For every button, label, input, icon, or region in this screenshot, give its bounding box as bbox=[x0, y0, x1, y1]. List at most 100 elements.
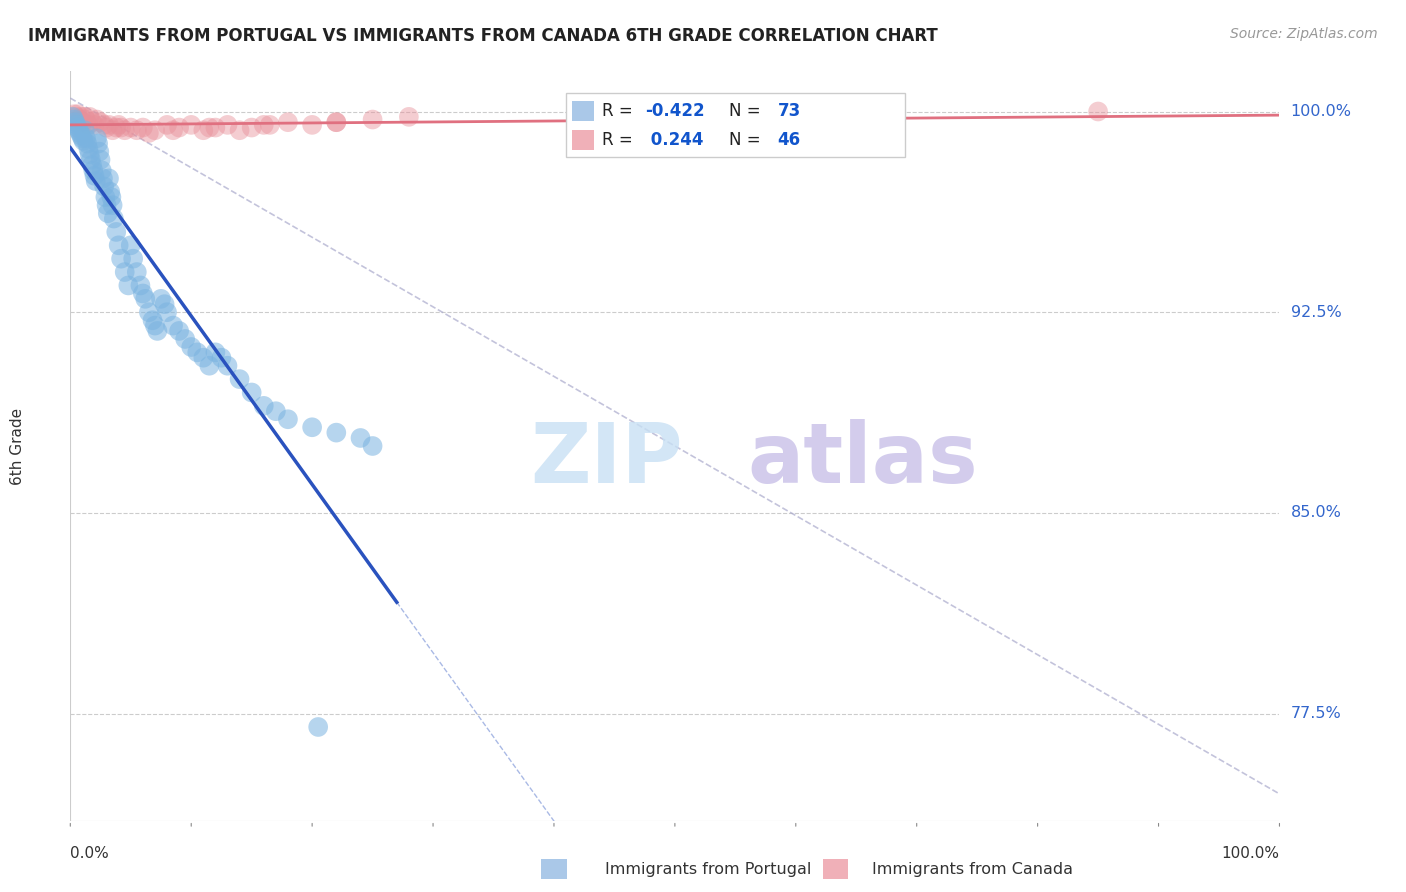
Point bbox=[156, 118, 179, 132]
Text: -0.422: -0.422 bbox=[645, 102, 704, 120]
Point bbox=[120, 238, 142, 252]
Point bbox=[93, 179, 115, 194]
Point bbox=[98, 171, 121, 186]
Point bbox=[65, 118, 87, 132]
Point bbox=[114, 265, 136, 279]
Point bbox=[72, 131, 94, 145]
Point bbox=[82, 163, 104, 178]
Point bbox=[83, 118, 105, 132]
Point bbox=[307, 720, 329, 734]
Point bbox=[90, 163, 112, 178]
Point bbox=[105, 120, 128, 135]
Text: Source: ZipAtlas.com: Source: ZipAtlas.com bbox=[1230, 27, 1378, 41]
Point bbox=[114, 123, 136, 137]
Point bbox=[70, 128, 93, 143]
Point bbox=[193, 351, 215, 365]
Point bbox=[63, 115, 86, 129]
Text: N =: N = bbox=[730, 131, 766, 149]
Point bbox=[107, 118, 129, 132]
Point bbox=[198, 120, 221, 135]
Point bbox=[253, 118, 276, 132]
Text: atlas: atlas bbox=[748, 419, 979, 500]
Point bbox=[138, 305, 160, 319]
Point bbox=[110, 252, 132, 266]
Point bbox=[129, 278, 152, 293]
Point bbox=[138, 126, 160, 140]
Point bbox=[100, 190, 122, 204]
Point bbox=[361, 112, 384, 127]
Point bbox=[259, 118, 281, 132]
Point bbox=[180, 118, 202, 132]
Point bbox=[217, 118, 239, 132]
Point bbox=[174, 332, 197, 346]
Point bbox=[93, 118, 115, 132]
Point bbox=[143, 318, 166, 333]
Point bbox=[204, 345, 226, 359]
Point bbox=[217, 359, 239, 373]
Point bbox=[167, 324, 190, 338]
Point bbox=[75, 112, 97, 127]
Point bbox=[80, 115, 103, 129]
Point bbox=[62, 110, 84, 124]
Point bbox=[76, 136, 98, 151]
Point bbox=[80, 158, 103, 172]
Point bbox=[186, 345, 208, 359]
Point bbox=[398, 110, 420, 124]
Point bbox=[141, 313, 163, 327]
Point bbox=[264, 404, 287, 418]
Text: 0.0%: 0.0% bbox=[70, 846, 110, 861]
Point bbox=[301, 118, 323, 132]
Point bbox=[240, 120, 263, 135]
Point bbox=[80, 153, 103, 167]
Point bbox=[277, 412, 299, 426]
Text: 73: 73 bbox=[778, 102, 801, 120]
Point bbox=[125, 265, 148, 279]
Point bbox=[63, 112, 86, 127]
Point bbox=[228, 372, 250, 386]
Text: 85.0%: 85.0% bbox=[1291, 506, 1341, 520]
Point bbox=[90, 115, 111, 129]
Point bbox=[204, 120, 226, 135]
Point bbox=[193, 123, 215, 137]
Text: 92.5%: 92.5% bbox=[1291, 305, 1341, 319]
Point bbox=[325, 425, 347, 440]
FancyBboxPatch shape bbox=[567, 93, 904, 157]
Point bbox=[180, 340, 202, 354]
Point bbox=[73, 123, 96, 137]
Point bbox=[120, 120, 142, 135]
Point bbox=[79, 147, 101, 161]
Point bbox=[153, 297, 176, 311]
Point bbox=[156, 305, 179, 319]
Point bbox=[97, 206, 120, 220]
Text: 77.5%: 77.5% bbox=[1291, 706, 1341, 721]
Point bbox=[77, 118, 100, 132]
Point bbox=[79, 110, 101, 124]
Point bbox=[77, 142, 100, 156]
Point bbox=[253, 399, 276, 413]
FancyBboxPatch shape bbox=[572, 130, 593, 151]
Point bbox=[277, 115, 299, 129]
Point bbox=[134, 292, 156, 306]
Point bbox=[1087, 104, 1109, 119]
Point bbox=[325, 115, 347, 129]
Point bbox=[162, 318, 184, 333]
Point bbox=[98, 185, 121, 199]
Point bbox=[211, 351, 233, 365]
Point bbox=[89, 145, 111, 159]
Point bbox=[240, 385, 263, 400]
Text: R =: R = bbox=[602, 131, 638, 149]
Point bbox=[66, 120, 89, 135]
Point bbox=[107, 238, 129, 252]
Point bbox=[146, 324, 169, 338]
Text: 6th Grade: 6th Grade bbox=[10, 408, 25, 484]
Text: 100.0%: 100.0% bbox=[1291, 104, 1351, 119]
Point bbox=[105, 225, 128, 239]
Point bbox=[150, 292, 173, 306]
Point bbox=[83, 169, 105, 183]
Point bbox=[301, 420, 323, 434]
Text: ZIP: ZIP bbox=[530, 419, 682, 500]
Point bbox=[96, 198, 118, 212]
FancyBboxPatch shape bbox=[572, 101, 593, 121]
Point bbox=[98, 118, 121, 132]
Text: N =: N = bbox=[730, 102, 766, 120]
